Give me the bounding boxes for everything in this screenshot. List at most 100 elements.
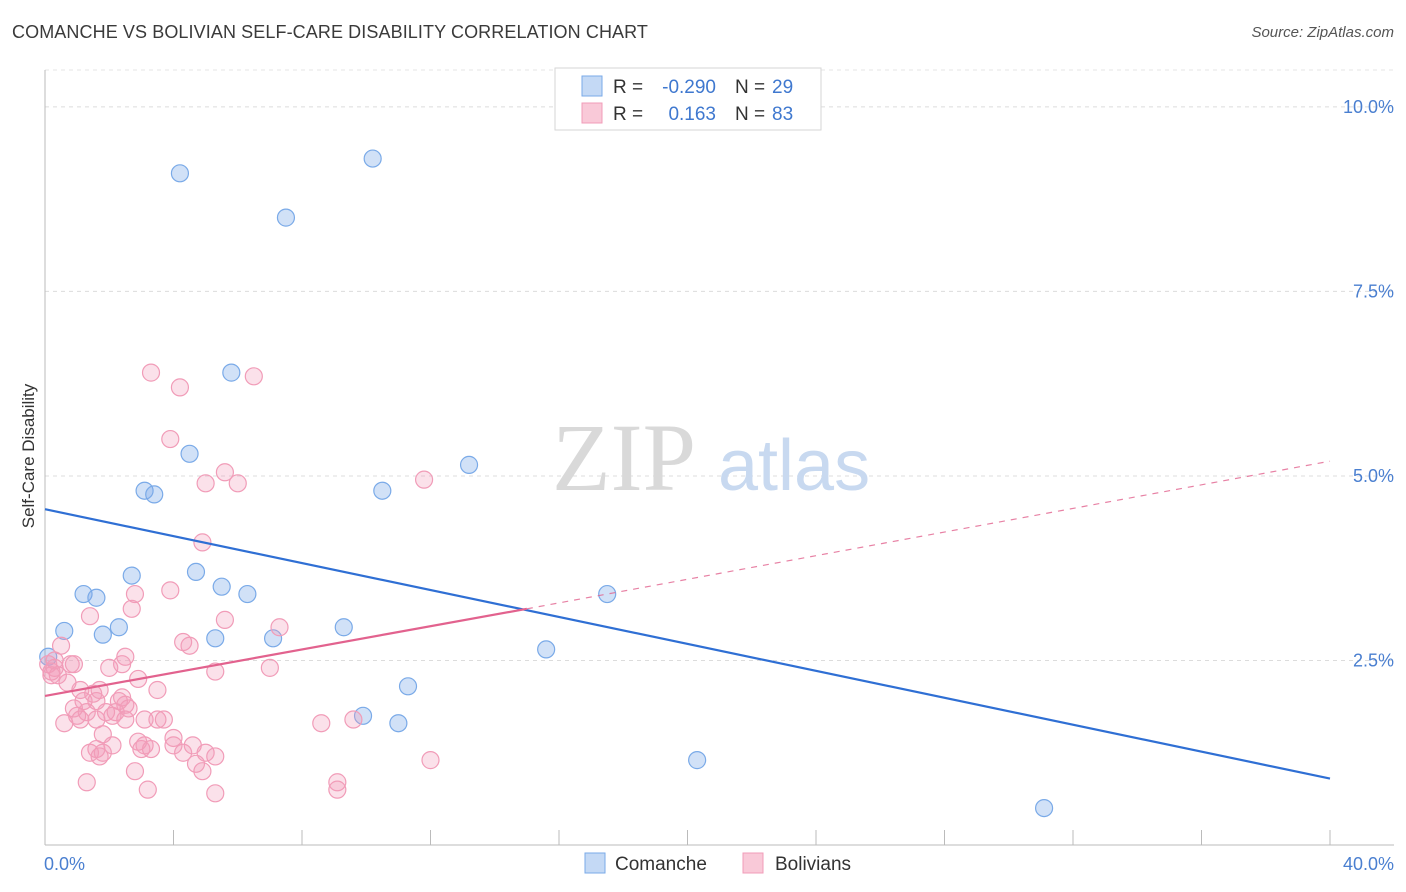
comanche-point: [373, 481, 392, 500]
comanche-point: [389, 714, 408, 733]
comanche-point: [109, 618, 128, 637]
bolivians-point: [122, 599, 141, 618]
bolivians-point: [164, 736, 183, 755]
bolivians-point: [141, 363, 161, 382]
y-tick-label: 7.5%: [1353, 281, 1394, 301]
legend-r-value-2: 0.163: [668, 104, 716, 125]
bolivians-point: [125, 584, 145, 604]
bolivians-point: [77, 773, 96, 792]
bolivians-point: [180, 636, 199, 655]
comanche-point: [55, 621, 74, 641]
bolivians-point: [55, 714, 74, 733]
comanche-point: [145, 485, 164, 504]
y-tick-label: 10.0%: [1343, 97, 1394, 117]
grid-lines: [45, 69, 1394, 661]
comanche-trend-line: [44, 508, 1331, 780]
bolivians-point: [116, 710, 135, 729]
y-tick-label: 2.5%: [1353, 650, 1394, 670]
x-tick-label: 0.0%: [44, 854, 85, 874]
bolivians-point: [42, 662, 61, 681]
chart-title: COMANCHE VS BOLIVIAN SELF-CARE DISABILIT…: [12, 22, 649, 42]
bolivians-point: [77, 703, 96, 722]
bolivians-point: [71, 710, 90, 729]
comanche-point: [186, 562, 206, 582]
bolivians-point: [421, 751, 440, 770]
bolivians-point: [125, 762, 145, 781]
bolivians-point: [103, 736, 122, 755]
trend-lines: [44, 460, 1331, 780]
bolivians-point: [161, 581, 180, 600]
bolivians-point: [215, 463, 234, 482]
x-tick-labels: 0.0% 40.0%: [44, 854, 1394, 874]
bolivians-point: [161, 429, 180, 449]
bolivians-point: [328, 773, 347, 792]
bolivians-point: [206, 662, 225, 681]
comanche-point: [459, 455, 479, 474]
bolivians-point: [80, 743, 100, 762]
comanche-point: [87, 588, 106, 607]
bolivians-point: [148, 710, 167, 729]
bolivians-point: [215, 610, 234, 629]
y-tick-labels: 2.5% 5.0% 7.5% 10.0%: [1343, 97, 1394, 671]
bolivians-point: [148, 680, 167, 700]
comanche-point: [276, 208, 296, 227]
y-axis-title: Self-Care Disability: [19, 383, 38, 528]
comanche-point: [206, 629, 225, 648]
x-tick-label: 40.0%: [1343, 854, 1394, 874]
watermark-atlas: atlas: [718, 426, 870, 506]
comanche-point: [353, 706, 373, 725]
bolivians-point: [170, 378, 190, 397]
legend-n-value-1: 29: [772, 77, 793, 98]
bolivians-point: [328, 780, 347, 799]
legend-n-value-2: 83: [772, 104, 793, 125]
bolivians-point: [312, 714, 331, 733]
bolivians-point: [244, 367, 263, 386]
comanche-point: [688, 751, 707, 770]
comanche-point: [334, 618, 353, 637]
legend-n-label-1: N =: [735, 77, 765, 98]
bolivians-point: [45, 651, 64, 670]
bolivians-trend-line: [44, 607, 528, 697]
bolivians-point: [80, 607, 100, 626]
comanche-point: [238, 584, 257, 604]
comanche-point: [135, 481, 154, 500]
bolivians-point: [228, 474, 247, 493]
comanche-point: [222, 363, 241, 382]
legend-swatch-comanche: [581, 75, 603, 97]
legend-r-label-2: R =: [613, 104, 643, 125]
series-legend-swatch-comanche: [584, 852, 606, 874]
watermark-zip: ZIP: [552, 404, 696, 511]
legend-swatch-bolivians: [581, 102, 603, 124]
comanche-point: [212, 577, 231, 596]
bolivians-point: [154, 710, 173, 729]
bolivians-point: [112, 655, 132, 674]
bolivians-point: [132, 739, 151, 759]
legend-r-value-1: -0.290: [662, 77, 716, 98]
watermark: ZIP atlas: [552, 404, 870, 511]
series-legend-label-comanche: Comanche: [615, 854, 707, 875]
comanche-point: [122, 566, 141, 585]
comanche-point: [170, 164, 190, 183]
bolivians-point: [414, 470, 434, 489]
bolivians-point: [260, 658, 279, 677]
axes: [44, 70, 1394, 846]
comanche-point: [263, 629, 283, 648]
bolivians-point: [206, 784, 225, 803]
comanche-point: [598, 584, 617, 604]
bolivians-point: [135, 710, 154, 729]
bolivians-point: [174, 743, 193, 762]
bolivians-trend-extension: [526, 460, 1331, 610]
comanche-point: [398, 677, 418, 696]
series-legend-swatch-bolivians: [742, 852, 764, 874]
bolivians-point: [196, 743, 215, 762]
bolivians-point: [193, 762, 212, 781]
bolivians-point: [90, 747, 109, 766]
bolivians-point: [206, 747, 225, 766]
bolivians-point: [164, 728, 183, 748]
series-legend: Comanche Bolivians: [584, 852, 851, 875]
bolivians-point: [112, 688, 132, 707]
comanche-point: [363, 149, 382, 168]
bolivians-point: [270, 618, 289, 637]
series-legend-label-bolivians: Bolivians: [775, 854, 851, 875]
